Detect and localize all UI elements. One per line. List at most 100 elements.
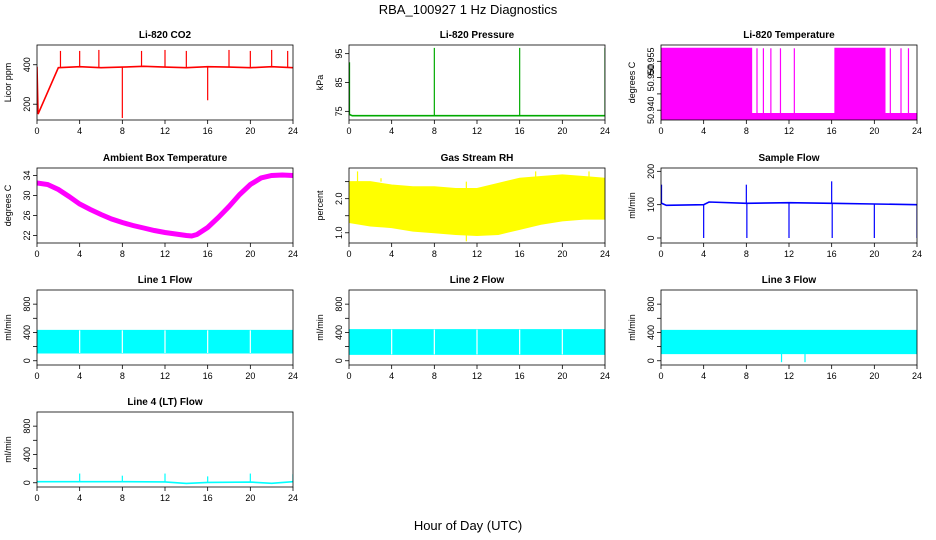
y-tick-label: 50.940 [646, 96, 656, 124]
data-layer [661, 329, 917, 363]
x-tick-label: 0 [34, 249, 39, 259]
x-tick-label: 0 [34, 493, 39, 503]
y-tick-label: 100 [646, 197, 656, 212]
y-tick-label: 800 [646, 297, 656, 312]
x-tick-label: 4 [701, 371, 706, 381]
panel-3: Li-820 Temperature 0 4 8 12 16 20 24 50.940 50.95… [627, 30, 922, 136]
panel-title: Line 1 Flow [138, 275, 193, 286]
panel-title: Li-820 CO2 [139, 30, 192, 41]
data-layer [349, 329, 605, 355]
y-tick-label: 200 [646, 164, 656, 179]
y-tick-label: 400 [22, 447, 32, 462]
x-tick-label: 16 [827, 126, 837, 136]
x-tick-label: 0 [658, 371, 663, 381]
panel-2: Li-820 Pressure 0 4 8 12 16 20 24 75 85 95 kPa [315, 30, 610, 136]
x-tick-label: 8 [432, 371, 437, 381]
x-tick-label: 24 [288, 371, 298, 381]
x-tick-label: 16 [515, 126, 525, 136]
x-tick-label: 0 [34, 126, 39, 136]
x-tick-label: 20 [869, 126, 879, 136]
y-tick-label: 75 [334, 106, 344, 116]
x-tick-label: 8 [744, 249, 749, 259]
x-tick-label: 24 [912, 126, 922, 136]
x-tick-label: 20 [245, 249, 255, 259]
panel-8: Line 2 Flow 0 4 8 12 16 20 24 0 400 800 ml/min [315, 275, 610, 381]
y-axis-label: ml/min [3, 314, 13, 341]
x-tick-label: 20 [557, 126, 567, 136]
panel-title: Line 3 Flow [762, 275, 817, 286]
y-axis-label: degrees C [627, 61, 637, 103]
x-tick-label: 4 [77, 126, 82, 136]
y-tick-label: 1.0 [334, 227, 344, 240]
y-tick-label: 400 [22, 57, 32, 72]
panel-title: Li-820 Temperature [743, 30, 835, 41]
y-tick-label: 50.950 [646, 64, 656, 92]
y-tick-label: 800 [334, 297, 344, 312]
y-axis-label: percent [315, 190, 325, 221]
x-tick-label: 0 [346, 249, 351, 259]
y-axis-label: Licor ppm [3, 63, 13, 103]
x-tick-label: 4 [389, 371, 394, 381]
data-layer [349, 47, 605, 117]
x-tick-label: 20 [245, 126, 255, 136]
panel-9: Line 3 Flow 0 4 8 12 16 20 24 0 400 800 ml/min [627, 275, 922, 381]
y-axis-label: ml/min [3, 436, 13, 463]
y-tick-label: 200 [22, 97, 32, 112]
plot-frame [36, 289, 294, 366]
x-tick-label: 12 [472, 371, 482, 381]
y-tick-label: 0 [334, 358, 344, 363]
x-tick-label: 20 [245, 371, 255, 381]
x-tick-label: 0 [346, 126, 351, 136]
x-tick-label: 0 [658, 249, 663, 259]
data-series-line [37, 480, 293, 485]
x-tick-label: 16 [203, 126, 213, 136]
x-tick-label: 12 [160, 126, 170, 136]
y-tick-label: 400 [22, 325, 32, 340]
plot-frame [348, 44, 606, 121]
data-layer [37, 473, 293, 485]
x-tick-label: 16 [515, 249, 525, 259]
x-tick-label: 20 [869, 249, 879, 259]
x-tick-label: 12 [472, 126, 482, 136]
x-tick-label: 4 [389, 249, 394, 259]
data-band [349, 174, 605, 237]
data-layer [37, 172, 293, 239]
x-tick-label: 24 [288, 249, 298, 259]
x-tick-label: 8 [120, 493, 125, 503]
x-axis-label: Hour of Day (UTC) [413, 518, 523, 533]
x-tick-label: 24 [600, 126, 610, 136]
y-tick-label: 0 [22, 480, 32, 485]
x-tick-label: 8 [120, 371, 125, 381]
x-tick-label: 16 [827, 371, 837, 381]
x-tick-label: 24 [288, 126, 298, 136]
x-tick-label: 4 [77, 493, 82, 503]
y-tick-label: 30 [22, 190, 32, 200]
x-tick-label: 4 [389, 126, 394, 136]
y-tick-label: 95 [334, 49, 344, 59]
x-tick-label: 20 [557, 249, 567, 259]
x-tick-label: 8 [744, 371, 749, 381]
x-tick-label: 4 [701, 249, 706, 259]
y-axis-label: ml/min [627, 314, 637, 341]
panel-5: Gas Stream RH 0 4 8 12 16 20 24 1.0 2.0 percent [315, 153, 610, 259]
panel-title: Ambient Box Temperature [103, 153, 228, 164]
panel-title: Line 2 Flow [450, 275, 505, 286]
x-tick-label: 8 [120, 249, 125, 259]
y-axis-label: ml/min [627, 192, 637, 219]
x-tick-label: 12 [784, 249, 794, 259]
x-tick-label: 8 [120, 126, 125, 136]
panel-7: Line 1 Flow 0 4 8 12 16 20 24 0 400 800 ml/min [3, 275, 298, 381]
y-axis-label: degrees C [3, 184, 13, 226]
x-tick-label: 24 [912, 371, 922, 381]
y-axis-label: kPa [315, 75, 325, 91]
x-tick-label: 12 [784, 371, 794, 381]
data-series-line [37, 172, 293, 239]
panel-6: Sample Flow 0 4 8 12 16 20 24 0 100 200 ml/min [627, 153, 922, 259]
x-tick-label: 16 [515, 371, 525, 381]
y-tick-label: 400 [646, 325, 656, 340]
data-series-line [349, 113, 605, 117]
x-tick-label: 20 [245, 493, 255, 503]
panel-title: Gas Stream RH [441, 153, 514, 164]
x-tick-label: 24 [288, 493, 298, 503]
